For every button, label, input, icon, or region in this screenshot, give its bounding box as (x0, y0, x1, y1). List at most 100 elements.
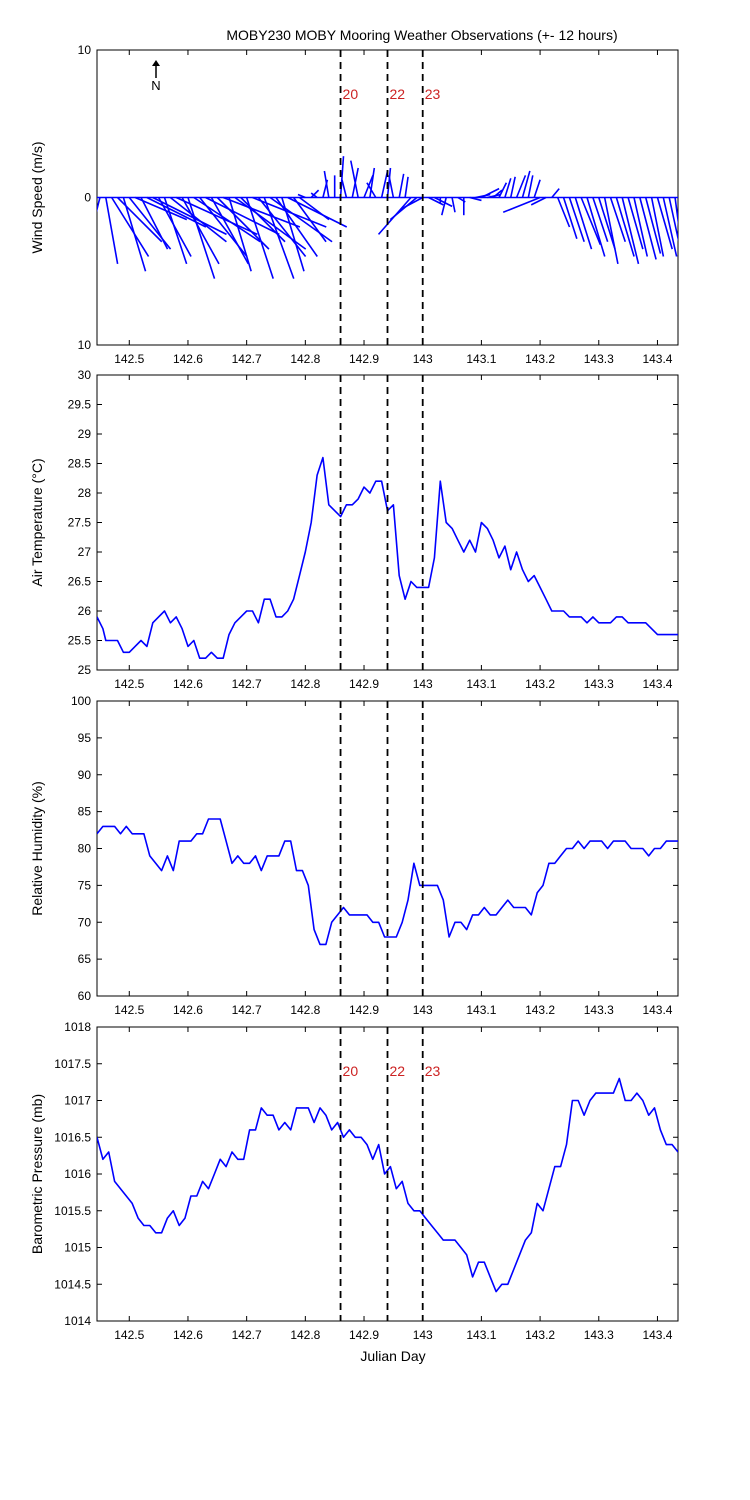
wind-vector (263, 197, 295, 279)
x-tick-label: 142.9 (349, 352, 379, 366)
wind-vector (621, 197, 640, 265)
wind-vector (245, 197, 274, 279)
wind-vector (481, 187, 500, 199)
wind-vector (105, 197, 119, 265)
y-tick-label: 65 (78, 952, 92, 966)
wind-vector (615, 197, 635, 257)
wind-vector (469, 196, 482, 202)
wind-vector (527, 175, 534, 198)
x-tick-label: 143.4 (642, 677, 672, 691)
wind-vector (502, 196, 541, 213)
wind-vector (210, 197, 250, 265)
wind-vector (323, 170, 330, 198)
x-tick-label: 143.2 (525, 1328, 555, 1342)
y-tick-label: 1016.5 (54, 1130, 91, 1144)
x-tick-label: 143 (413, 1328, 433, 1342)
wind-vector (627, 197, 644, 250)
plot-data (97, 818, 678, 946)
y-axis-label: Air Temperature (°C) (29, 458, 45, 586)
y-axis-label: Wind Speed (m/s) (29, 141, 45, 253)
wind-vector (275, 197, 318, 257)
wind-vector (451, 197, 456, 213)
y-tick-label: 25.5 (68, 634, 92, 648)
wind-vector (509, 176, 516, 198)
wind-vector (110, 197, 150, 257)
wind-vector (580, 197, 602, 246)
x-tick-label: 142.8 (290, 1003, 320, 1017)
x-tick-label: 142.9 (349, 1003, 379, 1017)
wind-vector (97, 197, 101, 213)
wind-vector (349, 160, 359, 198)
wind-vector (152, 196, 227, 236)
x-tick-label: 143.1 (466, 352, 496, 366)
wind-vector (181, 197, 220, 265)
wind-vector (222, 196, 301, 228)
wind-vector (281, 197, 305, 272)
y-tick-label: 1016 (64, 1167, 91, 1181)
wind-vector (440, 197, 447, 216)
wind-vector (428, 196, 444, 206)
wind-vector (521, 170, 531, 198)
wind-vector (568, 197, 585, 243)
x-tick-label: 143.3 (584, 1328, 614, 1342)
wind-vector (656, 197, 673, 250)
wind-vector (434, 196, 453, 208)
wind-vector (257, 197, 307, 257)
wind-vector (380, 170, 389, 198)
x-tick-label: 143.3 (584, 1003, 614, 1017)
wind-vector (234, 196, 307, 250)
y-tick-label: 1018 (64, 1020, 91, 1034)
x-tick-label: 143.3 (584, 677, 614, 691)
y-tick-label: 28.5 (68, 457, 92, 471)
y-tick-label: 26 (78, 604, 92, 618)
y-tick-label: 80 (78, 842, 92, 856)
wind-vector (228, 197, 252, 272)
x-tick-label: 142.9 (349, 1328, 379, 1342)
wind-vector (339, 156, 345, 198)
wind-vector (341, 179, 348, 198)
air-temperature-panel: 142.5 142.6 142.7 142.8 142.9 143 143.1 143.2 14… (29, 368, 679, 691)
wind-vector (530, 196, 547, 206)
y-tick-label: 30 (78, 368, 92, 382)
y-tick-label: 1015.5 (54, 1204, 91, 1218)
plot-data (97, 1077, 678, 1293)
y-tick-label: 1017 (64, 1094, 91, 1108)
wind-vector (297, 193, 306, 199)
y-axis-label: Barometric Pressure (mb) (29, 1094, 45, 1254)
wind-vector (633, 197, 649, 257)
x-tick-label: 142.6 (173, 677, 203, 691)
x-tick-label: 143.3 (584, 352, 614, 366)
wind-vector (662, 197, 678, 257)
x-tick-label: 142.8 (290, 677, 320, 691)
x-tick-label: 143.1 (466, 1328, 496, 1342)
wind-vector (310, 192, 318, 199)
y-tick-label: 26.5 (68, 575, 92, 589)
wind-vector (388, 175, 395, 198)
wind-vector (562, 197, 578, 240)
x-tick-label: 142.7 (232, 1003, 262, 1017)
y-tick-label: 10 (78, 338, 92, 352)
wind-vector (292, 197, 327, 243)
north-arrow-head-icon (152, 60, 160, 66)
x-tick-label: 143 (413, 677, 433, 691)
wind-vector (122, 197, 147, 272)
data-line (97, 818, 678, 946)
wind-panel: 142.5 142.6 142.7 142.8 142.9 143 143.1 143.2 14… (29, 43, 679, 366)
wind-vector (639, 197, 657, 260)
x-tick-label: 142.8 (290, 1328, 320, 1342)
wind-vector (592, 197, 609, 243)
x-tick-label: 143.2 (525, 352, 555, 366)
y-tick-label: 1017.5 (54, 1057, 91, 1071)
x-tick-label: 142.8 (290, 352, 320, 366)
x-tick-label: 143.4 (642, 352, 672, 366)
y-tick-label: 28 (78, 486, 92, 500)
x-tick-label: 143.4 (642, 1003, 672, 1017)
wind-vector (556, 197, 571, 228)
wind-vector (169, 196, 227, 243)
wind-vector (515, 175, 527, 198)
wind-vector (366, 182, 377, 198)
x-tick-label: 142.6 (173, 352, 203, 366)
wind-vector (574, 197, 593, 250)
event-marker-label: 23 (425, 86, 441, 102)
